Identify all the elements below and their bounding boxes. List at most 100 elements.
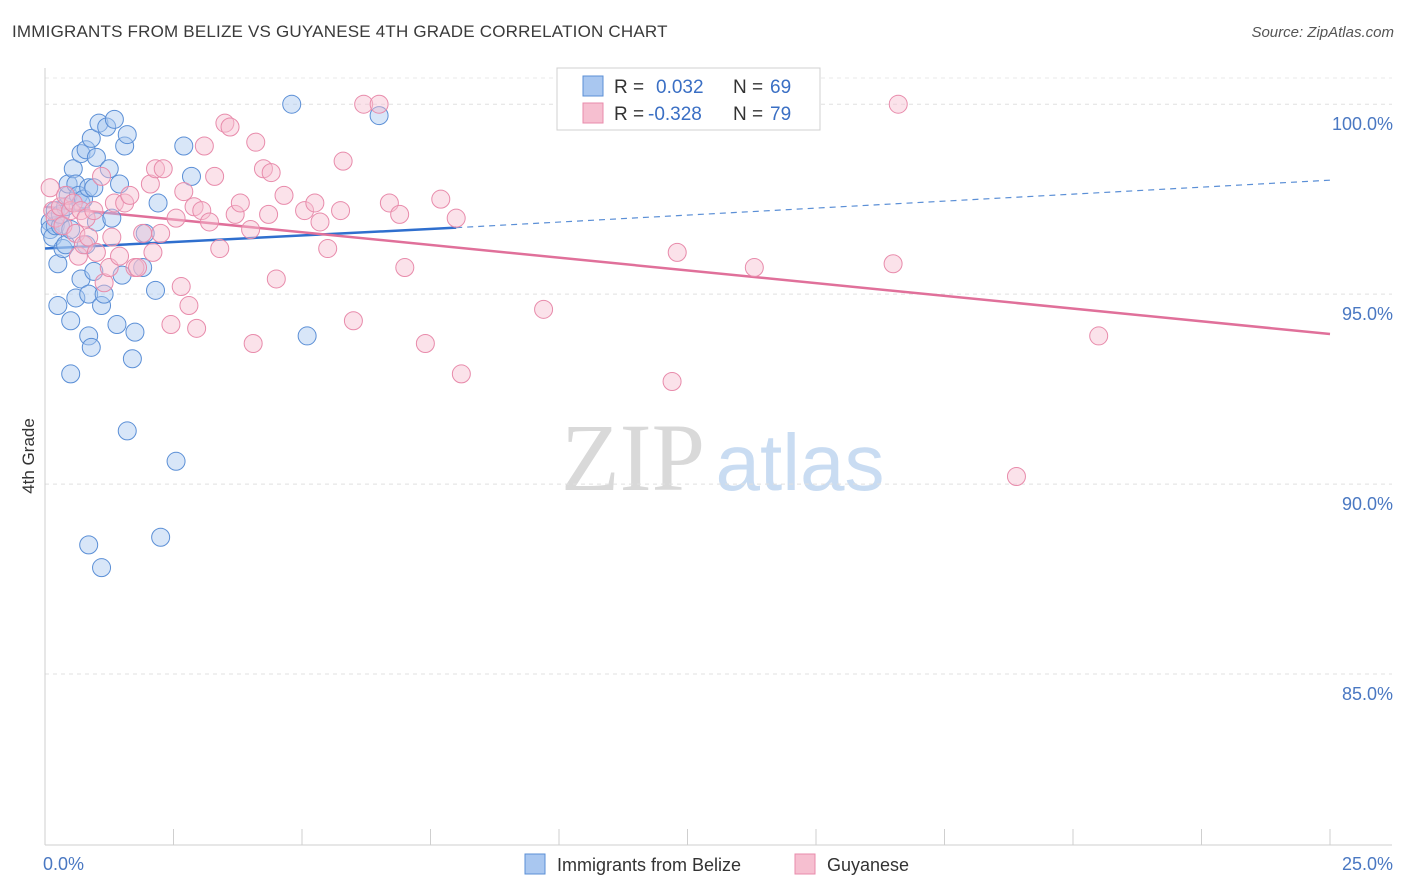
guyanese-point [1089,326,1109,346]
source-label: Source: ZipAtlas.com [1251,24,1394,41]
belize-point [45,216,65,236]
guyanese-point [187,318,207,338]
guyanese-point [210,239,230,259]
y-tick-label: 85.0% [1342,684,1393,704]
guyanese-point [369,94,389,114]
belize-point [86,147,106,167]
guyanese-point [140,174,160,194]
belize-point [115,136,135,156]
belize-point [125,322,145,342]
guyanese-point [192,201,212,221]
belize-point [61,311,81,331]
guyanese-point [171,277,191,297]
guyanese-point [261,163,281,183]
guyanese-point [354,94,374,114]
guyanese-point [61,201,81,221]
guyanese-point [331,201,351,221]
guyanese-point [310,212,330,232]
guyanese-point [166,208,186,228]
guyanese-point [446,208,466,228]
guyanese-point [68,246,88,266]
legend-r-label-2: R = [614,104,644,125]
guyanese-point [333,151,353,171]
guyanese-trend-line [44,205,1331,336]
y-tick-label: 100.0% [1332,114,1393,134]
guyanese-point [40,178,60,198]
guyanese-point [84,201,104,221]
guyanese-point [662,372,682,392]
guyanese-point [50,197,70,217]
belize-point [81,128,101,148]
belize-point [79,326,99,346]
bottom-legend-swatch-pink [794,853,816,875]
guyanese-point [174,182,194,202]
guyanese-point [133,223,153,243]
y-tick-label: 90.0% [1342,494,1393,514]
bottom-legend-swatch-blue [524,853,546,875]
belize-point [107,315,127,335]
guyanese-point [667,242,687,262]
legend-n-value-2: 79 [770,104,791,125]
guyanese-point [153,159,173,179]
watermark-zip: ZIP [561,404,705,511]
legend-n-value-1: 69 [770,77,791,98]
belize-point [61,364,81,384]
guyanese-point [76,208,96,228]
legend-swatch-blue [582,75,604,97]
guyanese-point [243,334,263,354]
belize-point [79,535,99,555]
legend-r-value-1: 0.032 [656,77,704,98]
guyanese-point [143,242,163,262]
belize-point [40,220,60,240]
guyanese-point [395,258,415,278]
watermark-atlas: atlas [716,418,885,507]
legend-n-label-2: N = [733,104,763,125]
belize-point [174,136,194,156]
belize-point [66,288,86,308]
y-axis-label: 4th Grade [19,418,38,494]
guyanese-point [66,223,86,243]
belize-point [148,193,168,213]
guyanese-point [295,201,315,221]
series-legend: Immigrants from Belize Guyanese [524,853,909,875]
bottom-legend-label-pink: Guyanese [827,855,909,875]
guyanese-point [230,193,250,213]
guyanese-point [179,296,199,316]
guyanese-point [92,166,112,186]
belize-trend-extension [456,179,1331,229]
bottom-legend-label-blue: Immigrants from Belize [557,855,741,875]
guyanese-point [110,246,130,266]
belize-point [297,326,317,346]
belize-point [92,558,112,578]
guyanese-point [86,242,106,262]
guyanese-point [259,204,279,224]
belize-point [84,178,104,198]
belize-point [40,212,60,232]
chart-title: IMMIGRANTS FROM BELIZE VS GUYANESE 4TH G… [12,22,668,41]
belize-point [151,527,171,547]
guyanese-point [199,212,219,232]
guyanese-point [205,166,225,186]
belize-point [369,106,389,126]
belize-point [117,125,137,145]
guyanese-point [415,334,435,354]
guyanese-point [225,204,245,224]
guyanese-point [246,132,266,152]
legend-r-label-1: R = [614,77,644,98]
belize-point [181,166,201,186]
guyanese-point [120,185,140,205]
guyanese-point [1006,466,1026,486]
guyanese-point [305,193,325,213]
belize-point [104,109,124,129]
belize-point [117,421,137,441]
guyanese-point [318,239,338,259]
x-tick-label-max: 25.0% [1342,854,1393,874]
guyanese-point [431,189,451,209]
guyanese-point [102,227,122,247]
y-tick-label: 95.0% [1342,304,1393,324]
belize-point [79,178,99,198]
legend-n-label-1: N = [733,77,763,98]
belize-point [102,208,122,228]
guyanese-point [744,258,764,278]
